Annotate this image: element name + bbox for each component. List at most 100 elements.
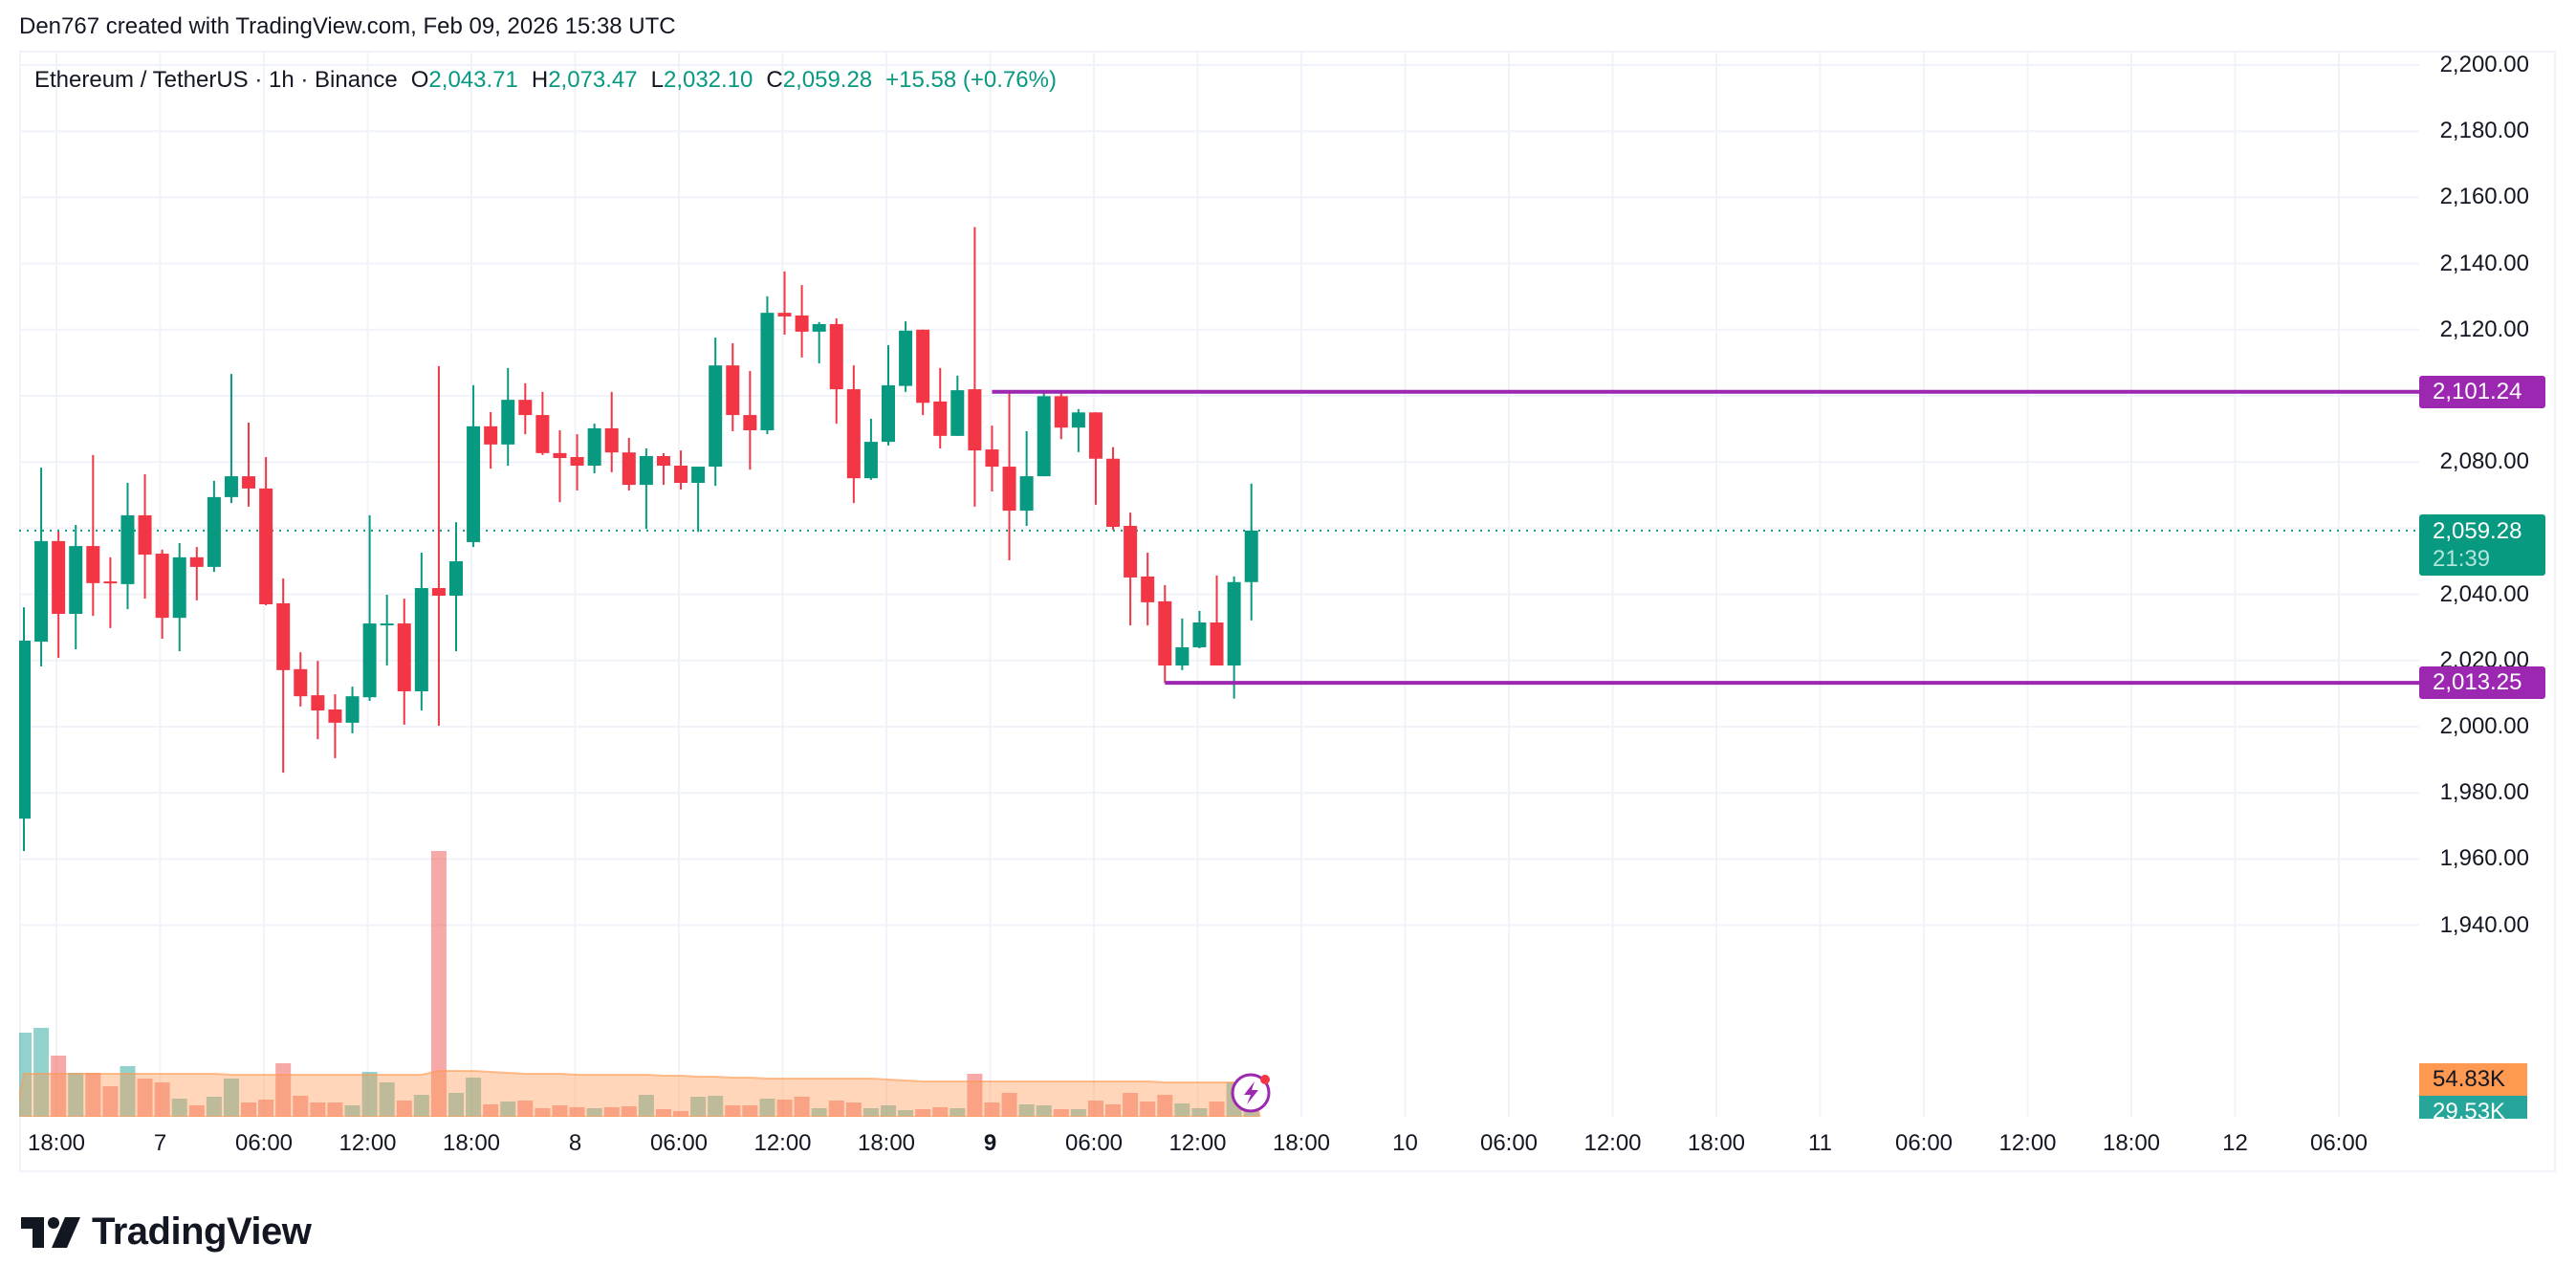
candle-body (259, 488, 273, 604)
candle-body (604, 427, 619, 453)
candle-body (795, 315, 809, 332)
volume-bar (33, 1028, 50, 1117)
high-value: 2,073.47 (548, 67, 638, 93)
volume-bar (898, 1110, 914, 1117)
price-chart[interactable] (19, 51, 2419, 1117)
close-key: C (766, 67, 783, 93)
candle-body (777, 313, 792, 316)
price-tick: 2,000.00 (2439, 713, 2529, 739)
candle-body (19, 641, 31, 819)
time-label: 06:00 (2309, 1130, 2369, 1156)
price-tick: 1,940.00 (2439, 911, 2529, 938)
time-label: 18:00 (857, 1130, 916, 1156)
time-label: 18:00 (2102, 1130, 2161, 1156)
volume-bar (967, 1074, 983, 1117)
volume-bar (51, 1056, 67, 1117)
candle-body (1124, 525, 1138, 578)
time-label: 7 (153, 1130, 167, 1156)
time-label: 12:00 (1998, 1130, 2057, 1156)
candle-body (1019, 476, 1034, 512)
time-label: 06:00 (1479, 1130, 1539, 1156)
volume-bar (586, 1108, 602, 1117)
volume-bar (206, 1097, 222, 1117)
candle-body (760, 313, 775, 430)
volume-bar (759, 1099, 775, 1117)
candle-body (345, 696, 360, 723)
volume-bar (275, 1063, 292, 1117)
volume-bar (293, 1096, 309, 1117)
tradingview-logo-text: TradingView (92, 1211, 312, 1253)
price-tick: 2,200.00 (2439, 52, 2529, 77)
time-label: 9 (983, 1130, 997, 1156)
price-tick: 2,120.00 (2439, 316, 2529, 342)
candle-body (916, 329, 930, 404)
price-axis[interactable]: 2,200.00 2,180.00 2,160.00 2,140.00 2,120.00… (2419, 51, 2556, 1117)
open-value: 2,043.71 (428, 67, 518, 93)
volume-bar (1174, 1103, 1190, 1117)
low-value: 2,032.10 (663, 67, 753, 93)
tradingview-logo[interactable]: TradingView (21, 1211, 312, 1254)
candle-body (933, 401, 948, 436)
candle-body (691, 467, 706, 483)
candle-body (950, 390, 965, 436)
time-axis[interactable]: 18:00 7 06:00 12:00 18:00 8 06:00 12:00 18:00 9 06… (19, 1117, 2419, 1172)
volume-bar (708, 1096, 724, 1117)
candle-body (172, 556, 186, 619)
volume-bar (171, 1099, 187, 1117)
volume-bar (310, 1102, 326, 1117)
volume-bar (1157, 1095, 1173, 1117)
time-label: 8 (568, 1130, 582, 1156)
volume-bar (500, 1102, 516, 1117)
attribution-text: Den767 created with TradingView.com, Feb… (19, 13, 676, 39)
volume-bar (535, 1108, 551, 1117)
candle-body (86, 546, 100, 583)
volume-bar (1070, 1109, 1086, 1117)
candle-body (812, 323, 826, 332)
candle-body (484, 425, 498, 445)
time-label: 06:00 (234, 1130, 294, 1156)
candle-body (362, 623, 377, 698)
volume-bar (1053, 1109, 1069, 1117)
time-label: 06:00 (1064, 1130, 1124, 1156)
volume-bar (1001, 1093, 1017, 1117)
time-label: 12:00 (1168, 1130, 1227, 1156)
volume-bar (430, 851, 447, 1117)
support-level-value: 2,013.25 (2433, 669, 2522, 696)
candle-body (1088, 412, 1102, 459)
candle-body (1071, 412, 1085, 428)
candle-body (674, 466, 688, 483)
volume-bar (1105, 1104, 1122, 1117)
high-key: H (531, 67, 549, 93)
time-label: 10 (1392, 1130, 1418, 1156)
volume-bar (483, 1104, 499, 1117)
chart-pane[interactable] (19, 51, 2419, 1117)
candle-body (276, 602, 291, 670)
volume-bar (102, 1086, 119, 1117)
low-key: L (650, 67, 664, 93)
candle-body (587, 427, 601, 467)
candle-body (242, 476, 256, 489)
time-label: 18:00 (1687, 1130, 1746, 1156)
volume-bar (984, 1102, 1000, 1117)
candle-body (882, 384, 895, 443)
candle-body (397, 623, 411, 691)
last-price-value: 2,059.28 (2433, 517, 2522, 544)
symbol-title[interactable]: Ethereum / TetherUS · 1h · Binance (34, 67, 398, 93)
volume-bar (915, 1109, 931, 1117)
candle-body (189, 556, 204, 567)
volume-bar (1087, 1101, 1103, 1117)
candle-body (1002, 467, 1016, 512)
candle-body (1227, 581, 1241, 665)
candle-body (34, 540, 49, 643)
volume-bar (241, 1102, 257, 1117)
volume-bar (1209, 1102, 1225, 1117)
volume-bar (862, 1108, 879, 1117)
candle-body (535, 415, 550, 453)
volume-bar (258, 1100, 274, 1117)
symbol-legend: Ethereum / TetherUS · 1h · Binance O 2,0… (34, 67, 1057, 94)
volume-bar (603, 1107, 620, 1117)
candle-body (1192, 622, 1207, 647)
candle-body (656, 455, 670, 467)
candle-body (449, 561, 463, 596)
candle-body (52, 540, 66, 615)
